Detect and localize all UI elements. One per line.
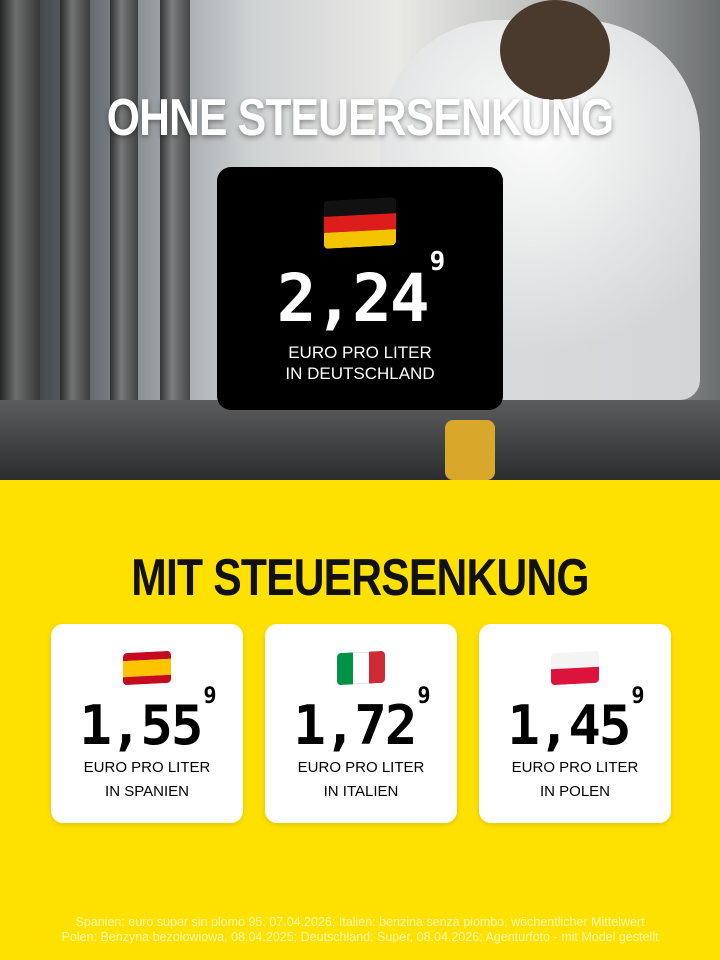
source-footnote: Spanien: euro super sin plomo 95, 07.04.… xyxy=(0,915,720,945)
spain-flag-icon xyxy=(123,650,171,686)
italy-label-line1: EURO PRO LITER xyxy=(297,759,425,776)
germany-label-line2: IN DEUTSCHLAND xyxy=(285,364,435,383)
germany-flag-icon xyxy=(324,197,396,249)
heading-with-tax-cut: MIT STEUERSENKUNG xyxy=(131,549,589,607)
poland-price-card: 1,459 EURO PRO LITER IN POLEN xyxy=(479,624,671,823)
footnote-line2: Polen: Benzyna bezolowiowa, 08.04.2025; … xyxy=(61,930,659,944)
germany-price-card: 2,249 EURO PRO LITER IN DEUTSCHLAND xyxy=(217,167,503,410)
germany-price: 2,249 xyxy=(276,247,446,337)
poland-label-line2: IN POLEN xyxy=(539,783,611,800)
germany-label-line1: EURO PRO LITER xyxy=(288,343,432,362)
italy-price: 1,729 xyxy=(293,684,430,757)
gas-station-photo xyxy=(0,0,720,480)
italy-label-line2: IN ITALIEN xyxy=(323,783,399,800)
poland-flag-icon xyxy=(551,650,599,686)
poland-label-line1: EURO PRO LITER xyxy=(511,759,639,776)
poland-price: 1,459 xyxy=(507,684,644,757)
footnote-line1: Spanien: euro super sin plomo 95, 07.04.… xyxy=(75,915,645,929)
spain-price-card: 1,559 EURO PRO LITER IN SPANIEN xyxy=(51,624,243,823)
italy-flag-icon xyxy=(337,650,385,686)
heading-without-tax-cut: OHNE STEUERSENKUNG xyxy=(106,89,614,147)
spain-label-line2: IN SPANIEN xyxy=(105,783,189,800)
italy-price-card: 1,729 EURO PRO LITER IN ITALIEN xyxy=(265,624,457,823)
spain-label-line1: EURO PRO LITER xyxy=(83,759,211,776)
spain-price: 1,559 xyxy=(79,684,216,757)
